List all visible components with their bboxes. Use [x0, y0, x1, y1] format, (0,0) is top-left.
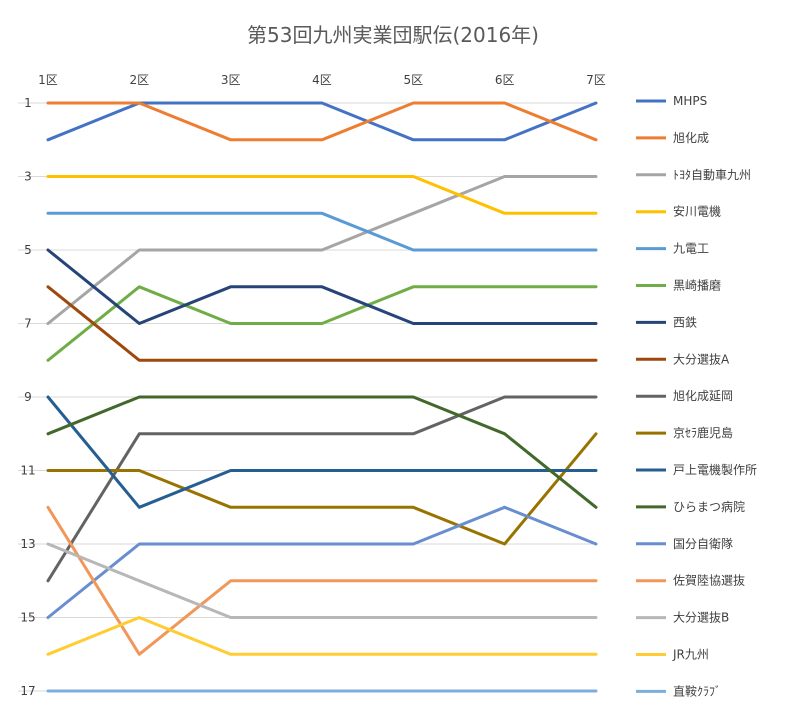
- legend-label: 旭化成: [673, 131, 709, 145]
- y-tick-label: 13: [20, 537, 35, 551]
- series-line-0: [46, 101, 598, 142]
- x-tick-label: 5区: [403, 73, 423, 87]
- chart-title: 第53回九州実業団駅伝(2016年): [247, 23, 539, 47]
- x-axis-ticks: 1区 2区 3区 4区 5区 6区 7区: [38, 73, 606, 87]
- x-tick-label: 4区: [312, 73, 332, 87]
- y-tick-label: 11: [20, 464, 35, 478]
- series-line-2: [46, 175, 598, 325]
- legend-label: ひらまつ病院: [673, 499, 745, 514]
- series-line-4: [46, 211, 598, 252]
- series-line-5: [46, 285, 598, 362]
- series-line-9: [46, 432, 598, 546]
- series-line-11: [46, 395, 598, 509]
- y-tick-label: 15: [20, 611, 35, 625]
- y-tick-label: 5: [24, 243, 32, 257]
- legend-label: 大分選抜B: [673, 611, 729, 625]
- series-line-1: [46, 101, 598, 142]
- legend-label: 黒崎播磨: [673, 279, 721, 293]
- legend-label: 大分選抜A: [673, 352, 730, 366]
- legend-label: 佐賀陸協選抜: [673, 573, 745, 588]
- legend-label: ﾄﾖﾀ自動車九州: [673, 168, 751, 182]
- x-tick-label: 6区: [495, 73, 515, 87]
- legend-label: 直鞍ｸﾗﾌﾞ: [673, 683, 721, 698]
- series-line-14: [46, 542, 598, 619]
- series-line-8: [46, 395, 598, 583]
- legend-label: 京ｾﾗ鹿児島: [673, 425, 733, 440]
- series-line-13: [46, 505, 598, 656]
- x-tick-label: 7区: [586, 73, 606, 87]
- y-tick-label: 7: [24, 317, 32, 331]
- y-tick-label: 1: [24, 96, 32, 110]
- series-line-12: [46, 505, 598, 619]
- series-line-6: [46, 248, 598, 325]
- series-lines: [46, 101, 598, 693]
- legend-label: 西鉄: [673, 314, 697, 329]
- series-line-15: [46, 616, 598, 656]
- x-tick-label: 1区: [38, 73, 58, 87]
- legend-label: 戸上電機製作所: [673, 462, 757, 477]
- series-line-3: [46, 175, 598, 215]
- x-tick-label: 3区: [221, 73, 241, 87]
- y-tick-label: 9: [24, 390, 32, 404]
- y-tick-label: 17: [20, 684, 35, 698]
- legend-label: 国分自衛隊: [673, 536, 733, 551]
- legend-label: 九電工: [673, 242, 709, 256]
- series-line-7: [46, 285, 598, 362]
- series-line-10: [46, 395, 598, 509]
- legend-label: JR九州: [672, 648, 709, 662]
- y-tick-label: 3: [24, 170, 32, 184]
- legend-label: 旭化成延岡: [673, 389, 733, 403]
- x-tick-label: 2区: [130, 73, 150, 87]
- legend-label: MHPS: [673, 94, 707, 108]
- legend-label: 安川電機: [673, 204, 721, 219]
